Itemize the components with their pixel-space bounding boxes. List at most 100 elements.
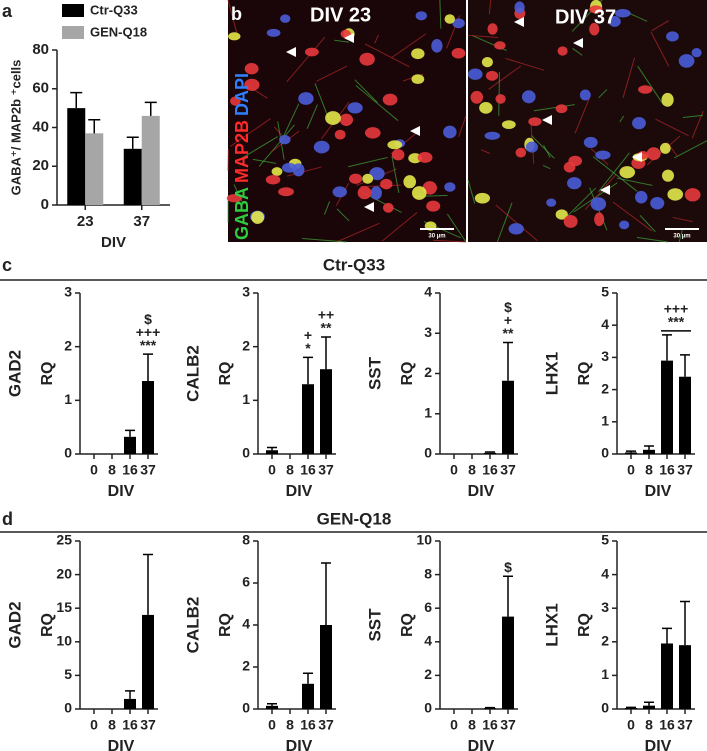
- x-tick-label: 0: [268, 717, 276, 733]
- cell: [594, 212, 605, 227]
- cell: [444, 182, 456, 192]
- error-bar: [143, 353, 153, 382]
- cell: [244, 78, 260, 91]
- x-axis-label: DIV: [468, 738, 495, 751]
- x-tick-label: 37: [140, 717, 156, 733]
- neurite: [316, 65, 348, 82]
- cell: [515, 147, 527, 158]
- y-tick-label: 60: [32, 80, 49, 97]
- stain: DAPI: [232, 73, 252, 116]
- cell: [525, 141, 538, 153]
- neurite: [237, 136, 278, 162]
- cell: [334, 129, 346, 140]
- neurite: [627, 12, 648, 22]
- panel-label: d: [2, 509, 13, 529]
- cell: [619, 220, 630, 230]
- neurite: [488, 0, 492, 15]
- cell: [244, 63, 259, 75]
- x-tick-label: 37: [133, 213, 150, 230]
- y-tick-label: 3: [242, 284, 250, 300]
- y-tick-label: 4: [424, 633, 432, 649]
- cell: [474, 192, 491, 204]
- y-tick-label: 8: [424, 565, 432, 581]
- cell: [528, 117, 542, 126]
- cell: [357, 186, 372, 200]
- cell: [479, 101, 493, 114]
- cell: [481, 57, 493, 68]
- error-bar: [503, 341, 513, 381]
- legend-swatch: [62, 26, 84, 39]
- neurite: [355, 85, 399, 121]
- cell: [370, 186, 382, 200]
- neurite: [348, 156, 388, 168]
- scale-label: 30 µm: [428, 234, 445, 240]
- y-tick-label: 2: [242, 658, 250, 674]
- neurite: [612, 201, 652, 232]
- significance: *: [305, 340, 311, 356]
- bar: [502, 616, 514, 709]
- neurite: [374, 34, 379, 44]
- error-bar: [143, 553, 153, 615]
- cell: [411, 48, 425, 60]
- significance: +: [504, 312, 512, 328]
- x-axis-label: DIV: [101, 234, 126, 251]
- bar: [643, 705, 655, 709]
- cell: [230, 96, 241, 106]
- cell: [691, 48, 702, 58]
- y-tick-label: 0: [64, 445, 72, 461]
- arrowhead: [514, 17, 524, 27]
- significance: $: [504, 559, 512, 575]
- cell: [298, 92, 314, 105]
- cell: [589, 5, 603, 14]
- y-tick-label: 5: [601, 532, 609, 548]
- y-tick-label: 0: [41, 196, 49, 213]
- cell: [501, 120, 516, 129]
- gene-label: LHX1: [542, 603, 561, 646]
- y-tick-label: 0: [601, 700, 609, 716]
- scale-label: 30 µm: [673, 234, 690, 240]
- gene-label: CALB2: [183, 597, 202, 654]
- cell: [452, 18, 465, 29]
- y-tick-label: 5: [601, 284, 609, 300]
- y-tick-label: 1: [601, 666, 609, 682]
- neurite: [617, 177, 653, 186]
- cell: [403, 175, 417, 189]
- y-tick-label: 20: [56, 565, 72, 581]
- cell: [279, 134, 291, 145]
- arrowhead: [364, 202, 374, 212]
- cell: [589, 22, 600, 36]
- error-bar: [125, 690, 135, 699]
- cell: [278, 187, 294, 197]
- x-tick-label: 0: [268, 462, 276, 478]
- cell: [443, 125, 457, 139]
- cell: [563, 214, 578, 228]
- cell: [417, 152, 433, 163]
- error-bar: [662, 334, 672, 361]
- neurite: [651, 20, 670, 32]
- x-tick-label: 37: [318, 717, 334, 733]
- cell: [508, 223, 524, 235]
- x-tick-label: 16: [300, 717, 316, 733]
- x-axis-label: DIV: [468, 483, 495, 500]
- neurite: [619, 115, 625, 123]
- cell: [514, 1, 525, 14]
- neurite: [258, 124, 295, 167]
- cell: [595, 150, 611, 160]
- cell: [444, 14, 456, 24]
- cell: [304, 47, 319, 57]
- significance: +++: [664, 301, 689, 317]
- y-tick-label: 15: [56, 599, 72, 615]
- cell: [387, 140, 403, 150]
- cell: [325, 111, 341, 125]
- y-tick-label: 10: [416, 532, 432, 548]
- arrowhead: [410, 126, 420, 136]
- x-tick-label: 8: [645, 462, 653, 478]
- bar: [625, 707, 637, 709]
- x-axis-label: DIV: [645, 483, 672, 500]
- neurite: [227, 0, 238, 34]
- y-axis-label: RQ: [399, 613, 416, 637]
- cell: [659, 142, 671, 154]
- neurite: [639, 215, 656, 233]
- y-tick-label: 2: [424, 364, 432, 380]
- arrowhead: [573, 38, 583, 48]
